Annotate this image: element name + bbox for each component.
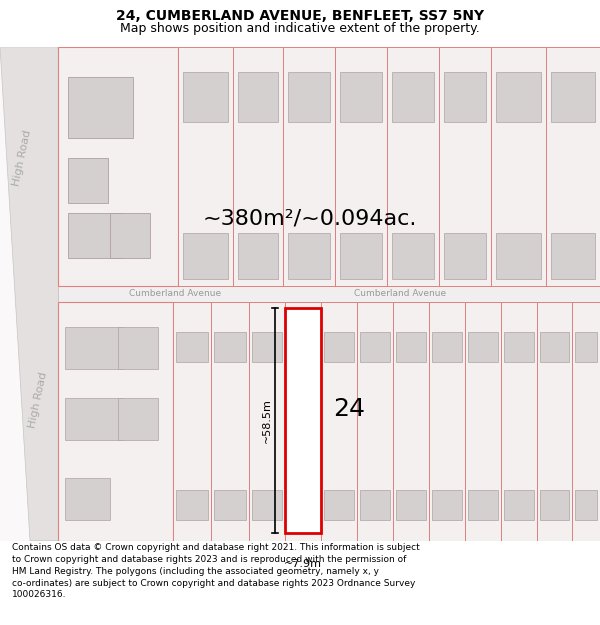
Bar <box>118 327 158 369</box>
Bar <box>233 47 283 286</box>
Bar <box>58 286 600 302</box>
Bar <box>432 490 462 521</box>
Bar <box>283 47 335 286</box>
Bar <box>288 72 330 122</box>
Bar <box>252 332 282 362</box>
Text: Cumberland Avenue: Cumberland Avenue <box>129 289 221 298</box>
Text: High Road: High Road <box>27 371 49 429</box>
Bar <box>238 72 278 122</box>
Bar <box>176 490 208 521</box>
Text: Map shows position and indicative extent of the property.: Map shows position and indicative extent… <box>120 22 480 35</box>
Text: ~58.5m: ~58.5m <box>262 398 272 442</box>
Bar <box>285 302 321 541</box>
Bar <box>324 332 354 362</box>
Bar <box>288 332 318 362</box>
Bar <box>58 302 173 541</box>
Text: ~380m²/~0.094ac.: ~380m²/~0.094ac. <box>203 208 417 228</box>
Bar <box>340 233 382 279</box>
Bar <box>496 233 541 279</box>
Bar <box>321 302 357 541</box>
Bar <box>335 47 387 286</box>
Bar <box>58 47 178 286</box>
Text: 24, CUMBERLAND AVENUE, BENFLEET, SS7 5NY: 24, CUMBERLAND AVENUE, BENFLEET, SS7 5NY <box>116 9 484 23</box>
Bar <box>68 158 108 203</box>
Bar <box>118 398 158 440</box>
Text: 24: 24 <box>333 397 365 421</box>
Bar <box>392 72 434 122</box>
Bar <box>357 302 393 541</box>
Bar <box>178 47 233 286</box>
Bar <box>360 490 390 521</box>
Bar <box>429 302 465 541</box>
Bar <box>444 72 486 122</box>
Bar <box>575 332 597 362</box>
Bar <box>504 490 534 521</box>
Bar <box>68 77 133 138</box>
Bar <box>238 233 278 279</box>
Bar <box>288 490 318 521</box>
Bar <box>183 72 228 122</box>
Text: ~7.9m: ~7.9m <box>284 559 322 569</box>
Bar <box>249 302 285 541</box>
Bar <box>396 332 426 362</box>
Text: Contains OS data © Crown copyright and database right 2021. This information is : Contains OS data © Crown copyright and d… <box>12 543 420 599</box>
Bar <box>214 332 246 362</box>
Bar <box>468 490 498 521</box>
Text: High Road: High Road <box>11 129 33 187</box>
Bar <box>465 302 501 541</box>
Bar <box>575 490 597 521</box>
Bar <box>537 302 572 541</box>
Bar <box>288 233 330 279</box>
Bar <box>285 308 321 532</box>
Bar <box>324 490 354 521</box>
Bar <box>65 398 123 440</box>
Bar <box>65 327 123 369</box>
Bar <box>173 302 211 541</box>
Bar <box>340 72 382 122</box>
Bar <box>393 302 429 541</box>
Bar <box>468 332 498 362</box>
Bar <box>572 302 600 541</box>
Bar <box>439 47 491 286</box>
Bar <box>540 490 569 521</box>
Bar <box>444 233 486 279</box>
Polygon shape <box>0 47 88 541</box>
Bar <box>387 47 439 286</box>
Bar <box>392 233 434 279</box>
Bar <box>551 72 595 122</box>
Text: Cumberland Avenue: Cumberland Avenue <box>354 289 446 298</box>
Bar <box>252 490 282 521</box>
Bar <box>396 490 426 521</box>
Bar <box>504 332 534 362</box>
Bar <box>110 213 150 259</box>
Bar <box>211 302 249 541</box>
Bar <box>546 47 600 286</box>
Bar <box>540 332 569 362</box>
Bar <box>496 72 541 122</box>
Bar <box>68 213 123 259</box>
Bar <box>214 490 246 521</box>
Bar <box>183 233 228 279</box>
Bar <box>360 332 390 362</box>
Bar <box>501 302 537 541</box>
Bar <box>432 332 462 362</box>
Bar <box>65 478 110 521</box>
Bar <box>491 47 546 286</box>
Bar <box>176 332 208 362</box>
Bar <box>551 233 595 279</box>
